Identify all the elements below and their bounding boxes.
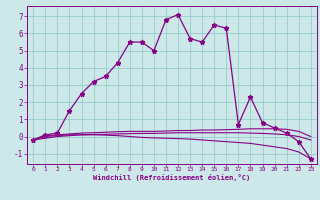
X-axis label: Windchill (Refroidissement éolien,°C): Windchill (Refroidissement éolien,°C)	[93, 174, 251, 181]
